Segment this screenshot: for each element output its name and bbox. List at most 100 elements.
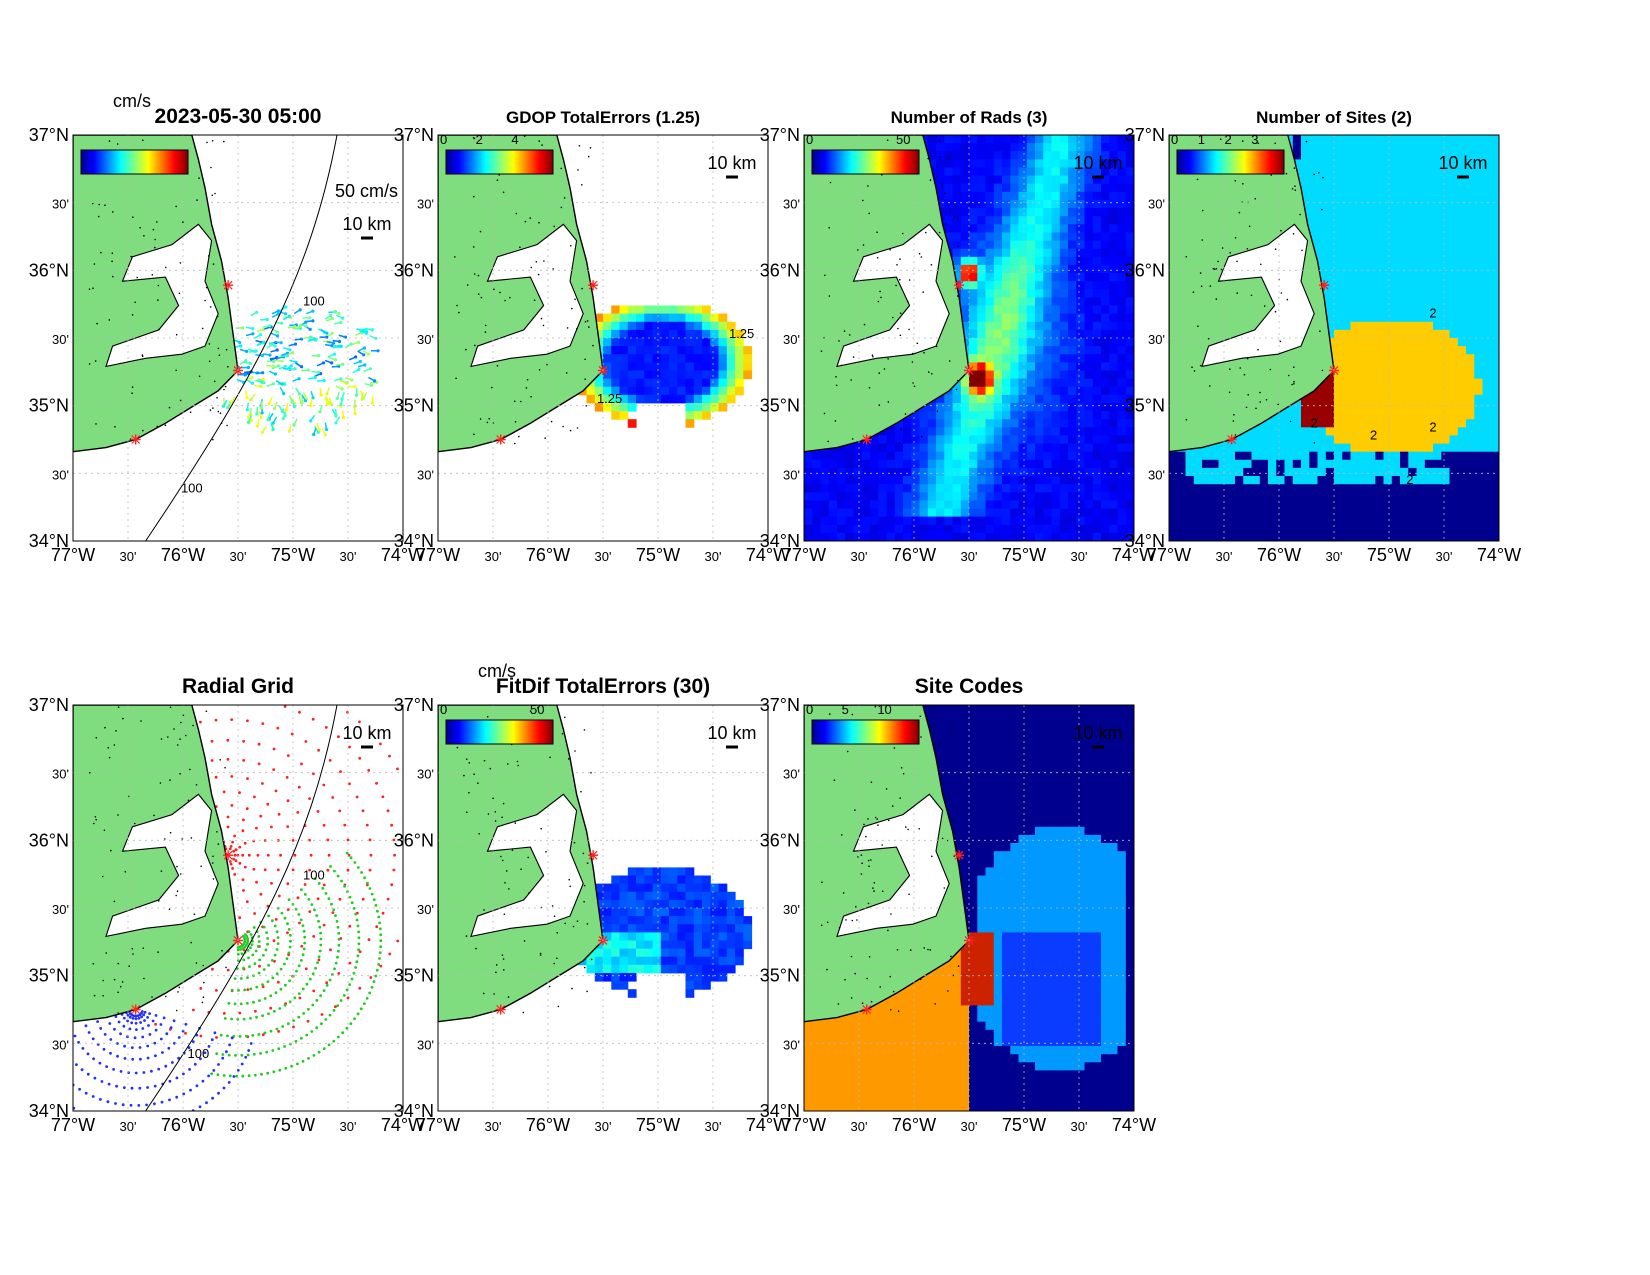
- lat-tick-label: 30': [52, 332, 69, 347]
- scale-bar: 10 km: [707, 153, 757, 179]
- radar-site-marker: [1226, 434, 1237, 445]
- lat-tick-label: 30': [52, 902, 69, 917]
- map-area: [73, 705, 403, 1111]
- lat-tick-label: 30': [417, 197, 434, 212]
- lon-tick-label: 30': [120, 549, 137, 564]
- axes-frame: [72, 134, 404, 542]
- scale-bar: 10 km: [342, 723, 392, 749]
- lat-tick-label: 37°N: [760, 125, 800, 145]
- lat-tick-label: 35°N: [760, 966, 800, 986]
- radar-site-marker: [954, 280, 965, 291]
- map-panel-currents: 37°N 30' 36°N 30' 35°N 30' 34°N77°W 30' 76°W 30' 7…: [29, 91, 425, 565]
- scale-bar: 10 km: [1438, 153, 1488, 179]
- land-mass: [804, 135, 970, 453]
- depth-contour: [145, 135, 338, 541]
- colorbar: 0 50: [806, 132, 920, 175]
- colorbar-tick: 2: [1225, 132, 1232, 147]
- lat-tick-label: 30': [417, 767, 434, 782]
- axes-frame: [437, 134, 769, 542]
- radar-site-marker: [495, 434, 506, 445]
- panel-title: FitDif TotalErrors (30): [496, 675, 710, 698]
- scale-bar-label: 10 km: [1438, 153, 1487, 173]
- coastline-dots: [89, 706, 227, 1014]
- contour-label: 100: [303, 868, 325, 883]
- lat-tick-label: 30': [52, 1037, 69, 1052]
- lon-tick-label: 75°W: [1367, 545, 1411, 565]
- scale-bar-label: 10 km: [707, 153, 756, 173]
- contour-label: 100: [188, 1046, 210, 1061]
- scale-bar: 10 km: [707, 723, 757, 749]
- colorbar-tick: 0: [1171, 132, 1178, 147]
- lon-tick-label: 30': [340, 1119, 357, 1134]
- lat-tick-label: 37°N: [29, 125, 69, 145]
- panel-title: Number of Sites (2): [1256, 108, 1412, 127]
- scale-bar-label: 10 km: [1073, 723, 1122, 743]
- lat-tick-label: 34°N: [760, 531, 800, 551]
- lat-tick-label: 30': [783, 467, 800, 482]
- lon-tick-label: 76°W: [161, 545, 205, 565]
- lat-tick-label: 37°N: [394, 125, 434, 145]
- lat-tick-label: 34°N: [394, 531, 434, 551]
- contour-label: 1.25: [597, 391, 622, 406]
- colorbar-tick: 0: [806, 132, 813, 147]
- coastline-dots: [820, 705, 960, 1012]
- lat-tick-label: 30': [417, 1037, 434, 1052]
- lon-tick-label: 30': [961, 1119, 978, 1134]
- colorbar-tick: 2: [476, 132, 483, 147]
- colorbar-tick: 0: [806, 702, 813, 717]
- sound-water: [836, 793, 950, 938]
- coastline-dots: [453, 135, 594, 445]
- lat-tick-label: 36°N: [394, 260, 434, 280]
- lon-tick-label: 77°W: [416, 545, 460, 565]
- colorbar: 0 1 2 3: [1171, 132, 1285, 175]
- lat-tick-label: 30': [783, 197, 800, 212]
- depth-contour: [145, 705, 338, 1111]
- graticule: [73, 135, 403, 541]
- lon-tick-label: 76°W: [892, 545, 936, 565]
- lon-tick-label: 30': [961, 549, 978, 564]
- scale-bar: 10 km: [342, 214, 392, 240]
- colorbar-unit: cm/s: [478, 661, 516, 681]
- lon-tick-label: 30': [1436, 549, 1453, 564]
- lat-tick-label: 30': [417, 902, 434, 917]
- lat-tick-label: 34°N: [394, 1101, 434, 1121]
- axes-frame: [1168, 134, 1500, 542]
- lon-tick-label: 77°W: [782, 1115, 826, 1135]
- sound-water: [1201, 223, 1315, 368]
- scale-bar: 10 km: [1073, 723, 1123, 749]
- lat-tick-label: 30': [783, 767, 800, 782]
- lon-tick-label: 75°W: [1002, 1115, 1046, 1135]
- lon-tick-label: 75°W: [636, 1115, 680, 1135]
- lon-tick-label: 75°W: [271, 1115, 315, 1135]
- sound-water: [470, 793, 584, 938]
- map-panel-radialgrid: 37°N 30' 36°N 30' 35°N 30' 34°N77°W 30' 76°W 30' 7…: [29, 675, 425, 1135]
- lat-tick-label: 34°N: [1125, 531, 1165, 551]
- lon-tick-label: 30': [1326, 549, 1343, 564]
- lat-tick-label: 35°N: [394, 966, 434, 986]
- lat-tick-label: 35°N: [1125, 396, 1165, 416]
- colorbar: cm/s: [80, 91, 189, 175]
- lon-tick-label: 77°W: [416, 1115, 460, 1135]
- lat-tick-label: 35°N: [29, 966, 69, 986]
- lat-tick-label: 34°N: [29, 1101, 69, 1121]
- lat-tick-label: 34°N: [29, 531, 69, 551]
- map-area: [438, 705, 768, 1111]
- contour-label: 2: [1429, 419, 1436, 434]
- panel-title: Radial Grid: [182, 675, 294, 698]
- lon-tick-label: 76°W: [526, 1115, 570, 1135]
- lat-tick-label: 35°N: [29, 396, 69, 416]
- lon-tick-label: 74°W: [746, 545, 790, 565]
- contour-label: 100: [303, 294, 325, 309]
- lat-tick-label: 30': [783, 902, 800, 917]
- colorbar: 0 5 10: [806, 702, 920, 745]
- map-panel-nsites: 37°N 30' 36°N 30' 35°N 30' 34°N77°W 30' 76°W 30' 7…: [1125, 108, 1521, 565]
- colorbar-tick: 4: [511, 132, 518, 147]
- lon-tick-label: 76°W: [1257, 545, 1301, 565]
- colorbar-tick: 1: [1198, 132, 1205, 147]
- lon-tick-label: 77°W: [782, 545, 826, 565]
- land-mass: [438, 705, 604, 1023]
- colorbar-unit: cm/s: [113, 91, 151, 111]
- lon-tick-label: 74°W: [381, 545, 425, 565]
- graticule: [438, 705, 768, 1111]
- panel-title: GDOP TotalErrors (1.25): [506, 108, 700, 127]
